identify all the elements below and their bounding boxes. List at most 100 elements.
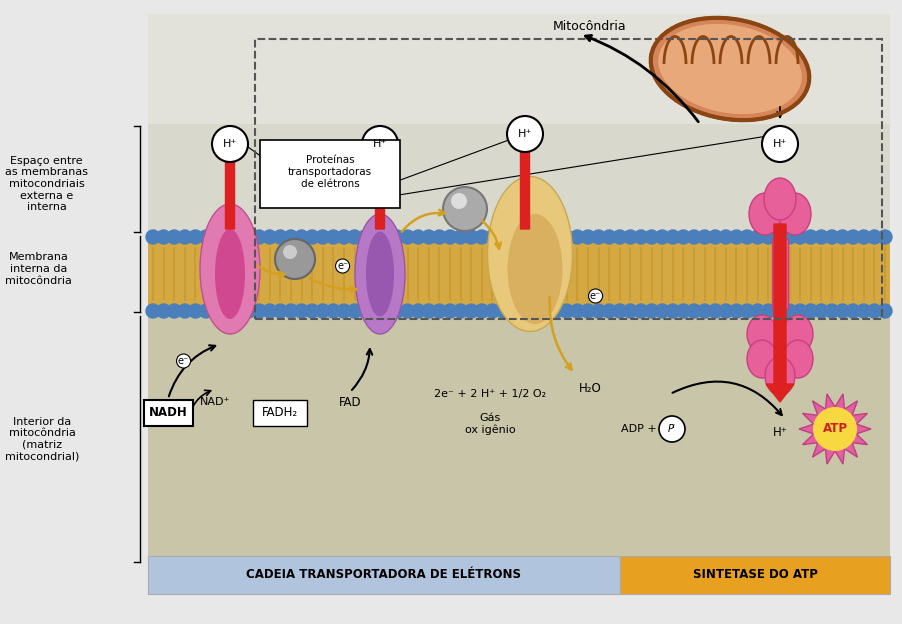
Bar: [148, 314, 890, 564]
Circle shape: [570, 230, 584, 244]
Bar: [148, 234, 890, 314]
Circle shape: [284, 304, 298, 318]
Circle shape: [327, 304, 340, 318]
Circle shape: [815, 230, 828, 244]
Ellipse shape: [200, 204, 260, 334]
Circle shape: [432, 304, 446, 318]
Ellipse shape: [764, 178, 796, 220]
Circle shape: [295, 230, 308, 244]
Bar: [148, 14, 890, 124]
Circle shape: [761, 304, 776, 318]
Ellipse shape: [749, 193, 781, 235]
Circle shape: [538, 304, 553, 318]
Circle shape: [422, 304, 436, 318]
Circle shape: [570, 304, 584, 318]
Circle shape: [454, 304, 467, 318]
Circle shape: [465, 230, 478, 244]
Ellipse shape: [783, 315, 813, 353]
Text: ATP: ATP: [823, 422, 848, 436]
FancyArrow shape: [369, 143, 391, 229]
Text: H⁺: H⁺: [223, 139, 237, 149]
Text: NADH: NADH: [149, 406, 188, 419]
Circle shape: [209, 230, 224, 244]
Circle shape: [697, 230, 712, 244]
Circle shape: [815, 304, 828, 318]
Circle shape: [284, 230, 298, 244]
Circle shape: [443, 304, 457, 318]
Circle shape: [772, 304, 786, 318]
Circle shape: [659, 416, 685, 442]
FancyBboxPatch shape: [144, 400, 193, 426]
Text: 2e⁻ + 2 H⁺ + 1/2 O₂: 2e⁻ + 2 H⁺ + 1/2 O₂: [434, 389, 546, 399]
Circle shape: [362, 126, 398, 162]
Circle shape: [474, 304, 489, 318]
Circle shape: [380, 304, 393, 318]
Text: CADEIA TRANSPORTADORA DE ELÉTRONS: CADEIA TRANSPORTADORA DE ELÉTRONS: [246, 568, 521, 582]
Circle shape: [327, 230, 340, 244]
Circle shape: [167, 304, 181, 318]
Circle shape: [740, 304, 754, 318]
Circle shape: [846, 304, 861, 318]
Circle shape: [295, 304, 308, 318]
Circle shape: [655, 304, 669, 318]
Circle shape: [697, 304, 712, 318]
Circle shape: [369, 230, 382, 244]
Text: e⁻: e⁻: [337, 261, 348, 271]
Ellipse shape: [765, 357, 795, 395]
Text: Pᴵ: Pᴵ: [668, 424, 676, 434]
Circle shape: [231, 304, 244, 318]
Text: NAD⁺: NAD⁺: [200, 397, 230, 407]
Circle shape: [592, 230, 605, 244]
Circle shape: [220, 230, 235, 244]
Bar: [148, 124, 890, 234]
Circle shape: [708, 230, 723, 244]
Circle shape: [451, 193, 467, 209]
Circle shape: [835, 304, 850, 318]
FancyArrow shape: [766, 224, 794, 402]
Circle shape: [719, 230, 732, 244]
Circle shape: [369, 304, 382, 318]
Circle shape: [528, 304, 542, 318]
Circle shape: [655, 230, 669, 244]
Circle shape: [390, 304, 404, 318]
Circle shape: [560, 230, 574, 244]
Circle shape: [793, 304, 807, 318]
Circle shape: [793, 230, 807, 244]
Circle shape: [538, 230, 553, 244]
Circle shape: [273, 230, 288, 244]
Circle shape: [750, 230, 765, 244]
Circle shape: [676, 230, 690, 244]
Circle shape: [146, 304, 160, 318]
Bar: [148, 556, 620, 594]
Ellipse shape: [355, 214, 405, 334]
Text: FADH₂: FADH₂: [262, 406, 298, 419]
Circle shape: [528, 230, 542, 244]
Circle shape: [380, 230, 393, 244]
Circle shape: [454, 230, 467, 244]
Circle shape: [507, 116, 543, 152]
Text: Espaço entre
as membranas
mitocondriais
externa e
interna: Espaço entre as membranas mitocondriais …: [5, 156, 88, 212]
Ellipse shape: [508, 214, 563, 324]
Circle shape: [358, 230, 373, 244]
Circle shape: [167, 230, 181, 244]
Ellipse shape: [650, 18, 809, 120]
Circle shape: [666, 304, 680, 318]
Circle shape: [623, 230, 638, 244]
Circle shape: [857, 230, 870, 244]
Circle shape: [825, 230, 839, 244]
Polygon shape: [799, 394, 871, 464]
Circle shape: [783, 304, 796, 318]
Circle shape: [518, 304, 531, 318]
Circle shape: [761, 230, 776, 244]
Circle shape: [474, 230, 489, 244]
Circle shape: [878, 304, 892, 318]
Circle shape: [730, 230, 743, 244]
Circle shape: [275, 239, 315, 279]
Circle shape: [592, 304, 605, 318]
Ellipse shape: [658, 24, 802, 114]
Circle shape: [857, 304, 870, 318]
Text: Gás
ox igênio: Gás ox igênio: [465, 413, 515, 435]
Circle shape: [242, 230, 255, 244]
Circle shape: [485, 304, 500, 318]
Circle shape: [400, 304, 415, 318]
